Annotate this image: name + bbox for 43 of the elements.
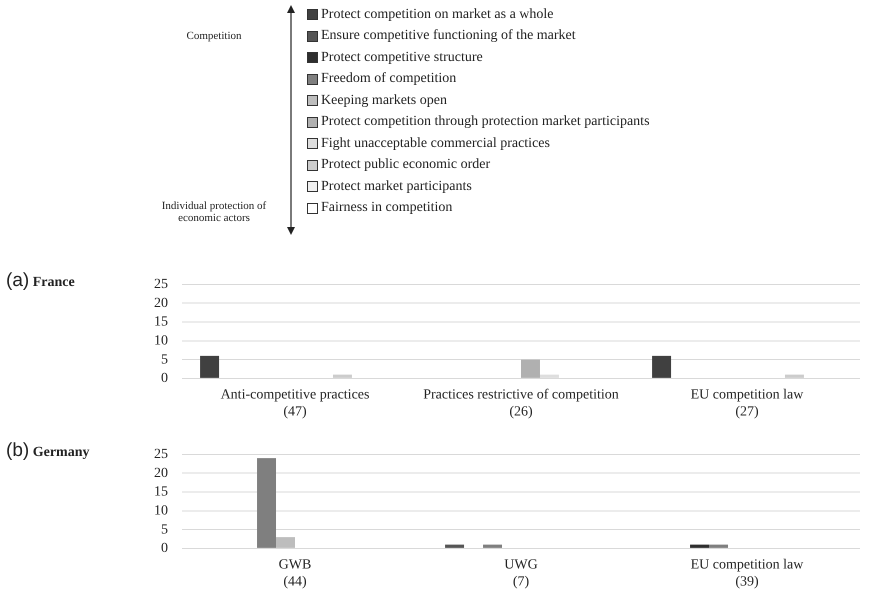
bar — [276, 537, 295, 548]
text: Competition — [186, 30, 242, 42]
legend-label: Protect public economic order — [321, 157, 490, 174]
legend-label: Fairness in competition — [321, 200, 452, 216]
y-tick-label: 0 — [161, 371, 168, 386]
y-tick-label: 20 — [154, 466, 168, 481]
legend-label: Keeping markets open — [321, 92, 447, 109]
legend-label: Fight unacceptable commercial practices — [321, 136, 550, 152]
y-tick-label: 20 — [154, 296, 168, 311]
text: Individual protection of economic actors — [160, 200, 268, 224]
y-tick-label: 15 — [154, 314, 168, 330]
y-tick-label: 15 — [154, 484, 168, 500]
y-tick-label: 25 — [154, 447, 168, 462]
x-tick-label: Practices restrictive of competition (26) — [423, 387, 619, 420]
legend-label: Protect competitive structure — [321, 50, 483, 66]
bar — [652, 356, 672, 378]
bar — [332, 374, 352, 378]
x-tick-label: Anti-competitive practices (47) — [220, 387, 370, 420]
x-tick-label: EU competition law (27) — [690, 387, 804, 420]
y-tick-label: 5 — [161, 352, 168, 368]
x-tick-label: EU competition law (39) — [690, 557, 804, 590]
bar — [784, 374, 804, 378]
x-tick-label: GWB (44) — [278, 557, 312, 590]
bar — [709, 544, 728, 548]
chart-title: (a) France — [6, 270, 75, 292]
bar — [483, 544, 502, 548]
y-tick-label: 10 — [154, 333, 168, 348]
bar — [257, 458, 276, 548]
y-tick-label: 0 — [161, 541, 168, 556]
x-tick-label: UWG (7) — [504, 557, 538, 590]
legend-label: Protect competition through protection market participants — [321, 114, 650, 130]
bar — [445, 544, 464, 548]
legend-label: Ensure competitive functioning of the market — [321, 28, 576, 44]
y-tick-label: 25 — [154, 277, 168, 292]
legend-label: Protect competition on market as a whole — [321, 6, 554, 23]
y-tick-label: 10 — [154, 503, 168, 518]
bar — [690, 544, 710, 548]
y-tick-label: 5 — [161, 522, 168, 538]
legend-label: Protect market participants — [321, 178, 472, 195]
legend-label: Freedom of competition — [321, 71, 456, 88]
chart-title: (b) Germany — [6, 440, 90, 462]
bar — [200, 356, 220, 378]
bar — [521, 360, 540, 378]
